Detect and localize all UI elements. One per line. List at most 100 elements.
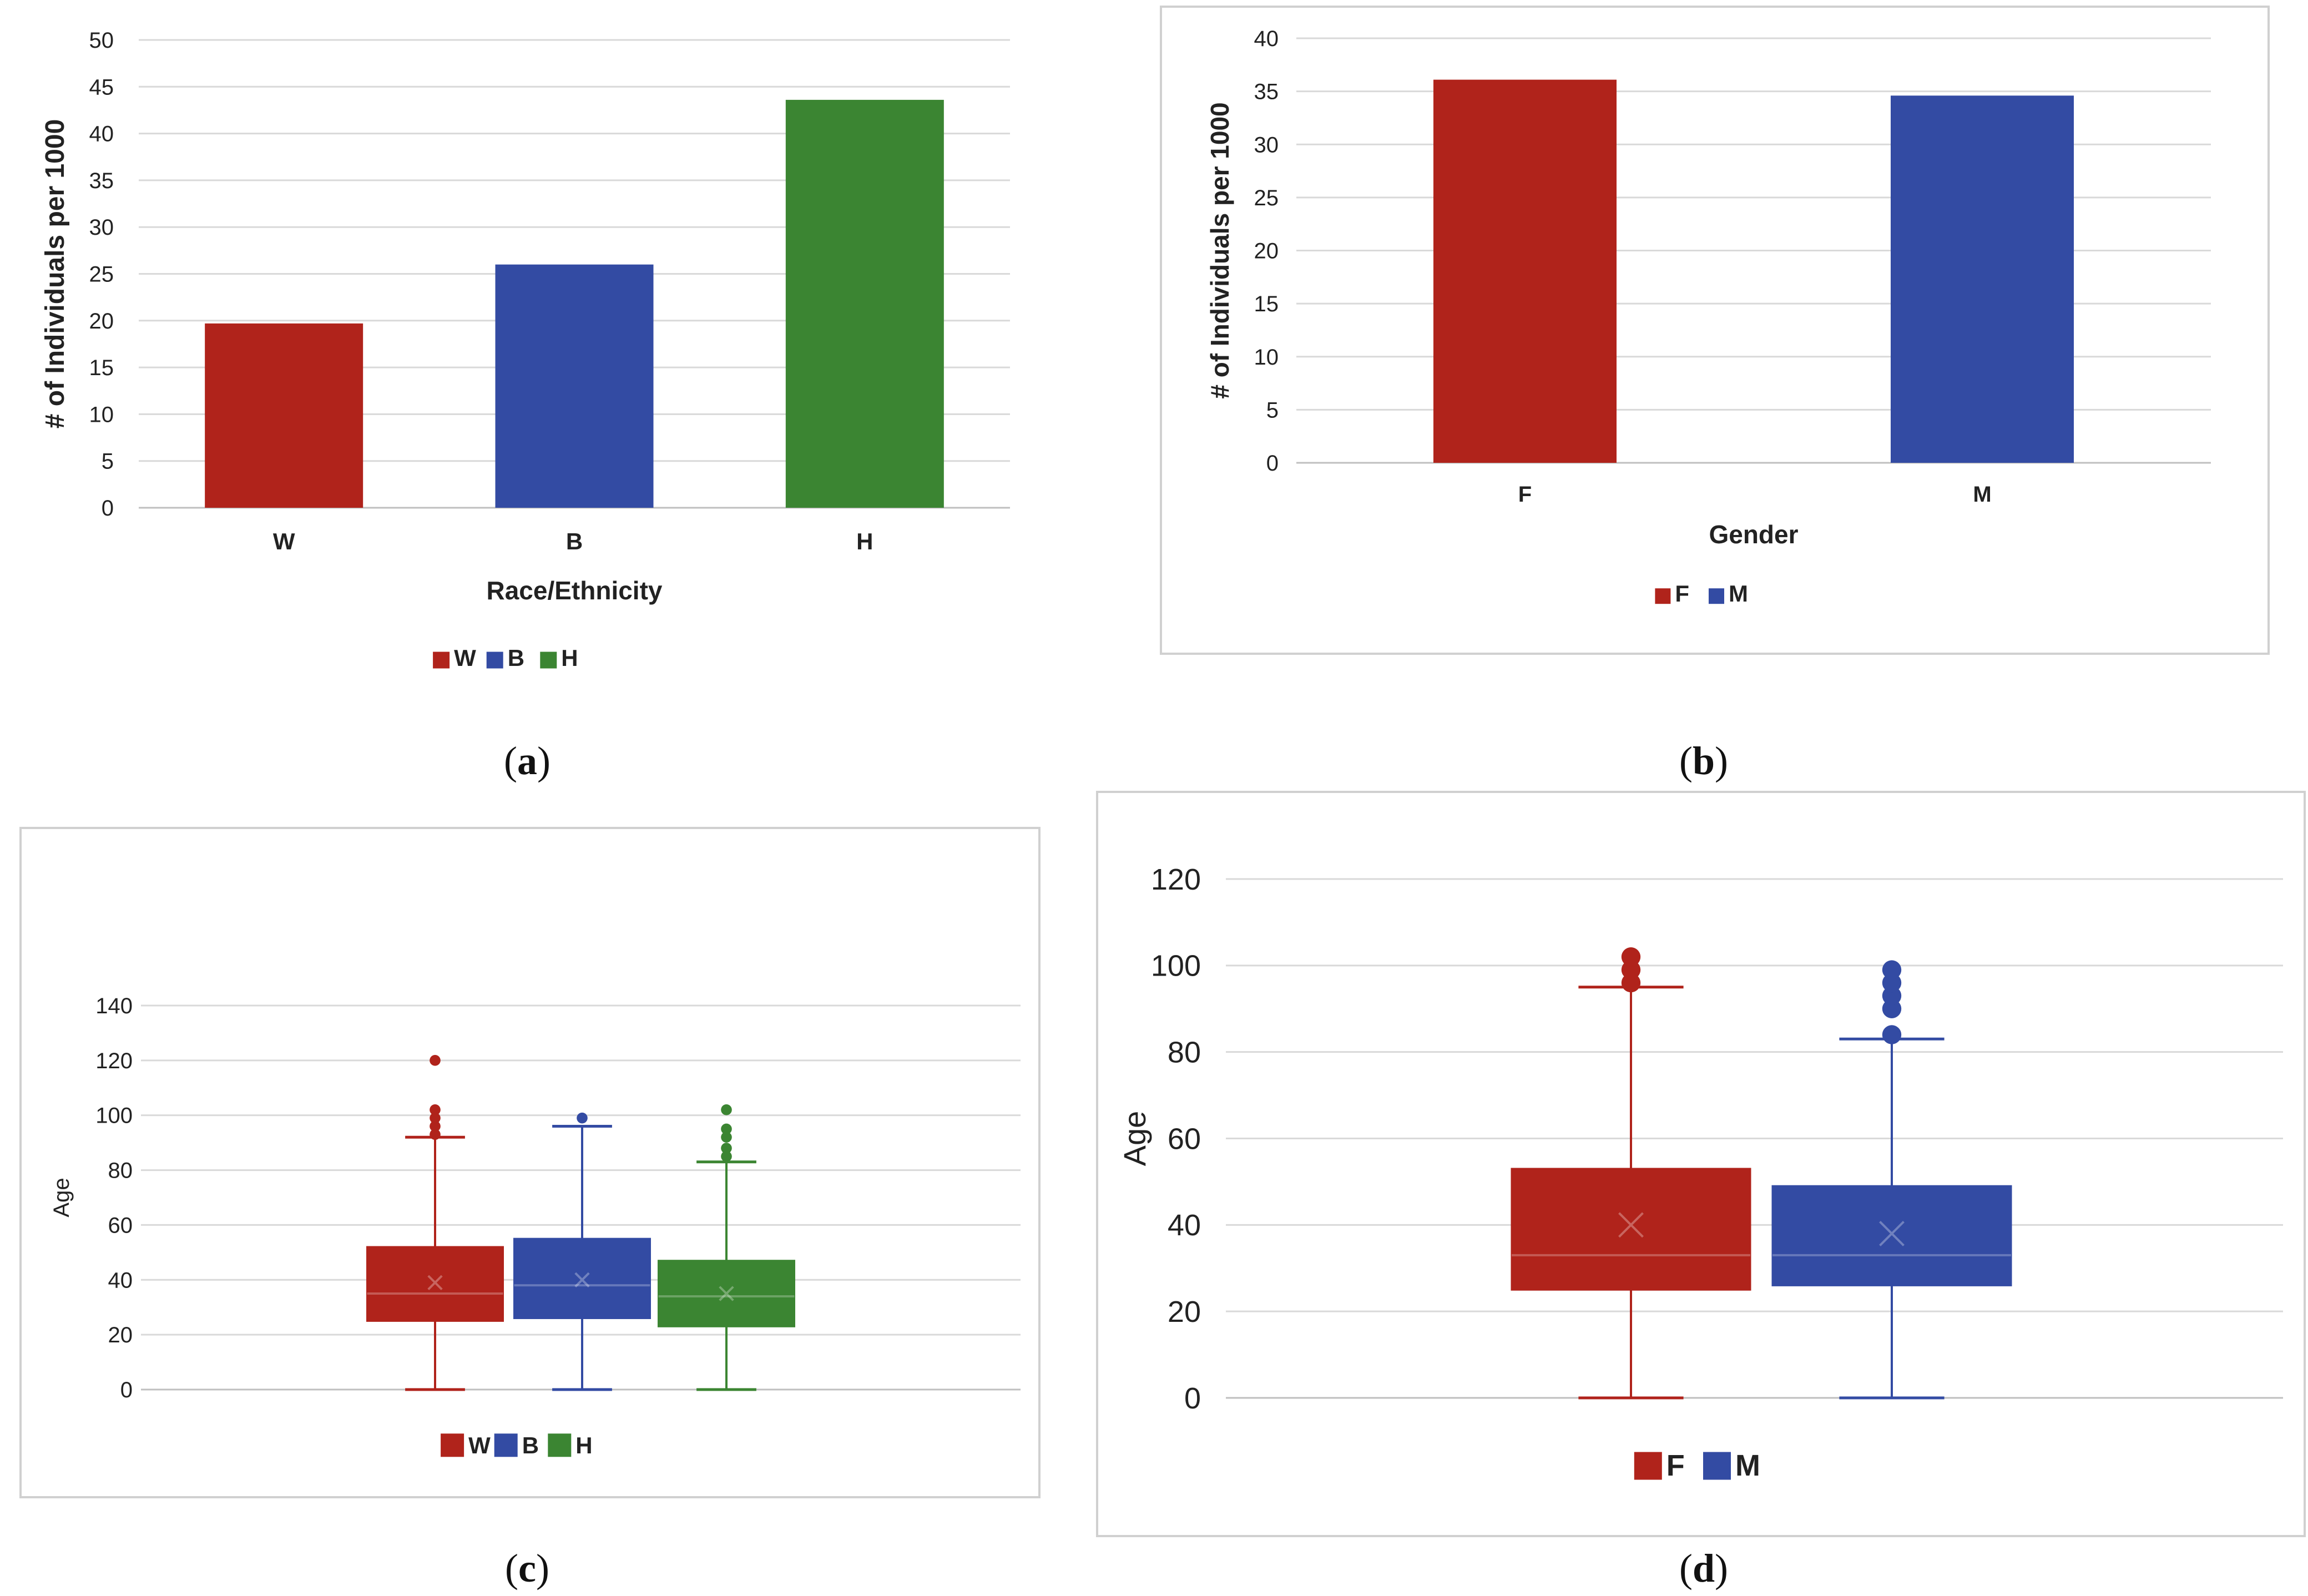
mean-marker-w [427,1275,443,1290]
outlier-point-w [430,1120,441,1132]
legend-swatch-m [1703,1452,1731,1480]
chart-a: 0 5 10 15 20 25 30 35 40 45 50 # of Individuals per… [41,28,1010,671]
y-tick-label: 5 [102,449,114,474]
outlier-point-h [721,1151,732,1162]
outlier-point-w [430,1112,441,1124]
legend-label-h: H [561,645,578,671]
box-f [1511,1168,1751,1291]
legend-label-w: W [454,645,476,671]
caption-d: (d) [1679,1546,1728,1590]
panel-d: 0 20 40 60 80 100 120 Age F M [1096,791,2306,1537]
y-axis-label: # of Individuals per 1000 [1205,102,1234,398]
y-tick-label: 25 [1254,186,1279,210]
legend-label-m: M [1735,1449,1760,1482]
y-tick-label: 60 [108,1213,133,1238]
bar-w [205,323,363,508]
y-tick-label: 35 [1254,80,1279,104]
y-tick-label: 0 [1184,1382,1201,1415]
y-tick-label: 40 [108,1268,133,1292]
chart-c: 0 20 40 60 80 100 120 140 Age W B H [49,994,1021,1458]
legend-label-f: F [1666,1449,1685,1482]
y-tick-label: 10 [89,402,114,427]
y-tick-label: 50 [89,28,114,53]
legend-swatch-f [1634,1452,1662,1480]
y-tick-label: 0 [1266,451,1279,476]
box-b [513,1238,651,1319]
caption-c: (c) [505,1546,549,1590]
y-tick-label: 0 [120,1378,133,1402]
y-axis-label: # of Individuals per 1000 [41,119,70,429]
outlier-point-b [577,1112,588,1124]
caption-b: (b) [1679,739,1728,783]
y-tick-label: 25 [89,262,114,287]
x-axis-label: Race/Ethnicity [487,576,663,605]
y-tick-label: 30 [89,215,114,240]
panel-a: 0 5 10 15 20 25 30 35 40 45 50 # of Individuals per… [0,0,1049,733]
outlier-point-f [1621,947,1641,967]
y-tick-label: 100 [95,1104,133,1128]
x-tick-label: B [566,528,583,554]
bar-h [785,99,944,508]
y-tick-label: 5 [1266,398,1279,422]
y-tick-label: 80 [1168,1036,1201,1069]
x-tick-label: F [1518,482,1532,507]
legend-swatch-h [540,651,557,669]
legend-swatch-h [548,1433,572,1457]
outlier-point-m [1882,1025,1902,1044]
y-tick-label: 40 [89,122,114,147]
y-tick-label: 100 [1151,949,1201,983]
legend-label-m: M [1729,580,1748,607]
box-w [366,1246,504,1322]
chart-d: 0 20 40 60 80 100 120 Age F M [1117,863,2283,1482]
y-tick-label: 40 [1254,27,1279,51]
legend-swatch-f [1655,588,1671,604]
caption-a: (a) [504,739,551,783]
outlier-point-h [721,1132,732,1143]
outlier-point-w [430,1129,441,1140]
legend-label-w: W [468,1432,491,1458]
legend-label-b: B [508,645,524,671]
y-tick-label: 20 [108,1323,133,1347]
mean-marker-b [574,1272,590,1287]
outlier-point-w [430,1055,441,1066]
panel-c: 0 20 40 60 80 100 120 140 Age W B H [19,827,1041,1498]
y-tick-label: 20 [89,309,114,334]
y-axis-label: Age [49,1178,74,1217]
legend-swatch-m [1709,588,1724,604]
x-tick-label: W [273,528,295,554]
y-tick-label: 120 [95,1049,133,1073]
box-m [1771,1185,2012,1286]
outlier-point-h [721,1104,732,1115]
y-tick-label: 15 [1254,292,1279,316]
y-tick-label: 20 [1168,1295,1201,1329]
y-tick-label: 140 [95,994,133,1018]
legend-label-f: F [1675,580,1689,607]
outlier-point-h [721,1143,732,1154]
mean-marker-f [1618,1212,1644,1238]
legend-swatch-w [441,1433,464,1457]
legend-swatch-b [494,1433,518,1457]
bar-b [495,264,654,508]
mean-marker-m [1879,1221,1905,1246]
panel-b: 0 5 10 15 20 25 30 35 40 # of Individuals per 100… [1160,6,2270,655]
chart-b: 0 5 10 15 20 25 30 35 40 # of Individuals per 100… [1205,27,2211,607]
legend-swatch-w [433,651,450,669]
y-tick-label: 20 [1254,239,1279,264]
legend-label-h: H [575,1432,592,1458]
y-tick-label: 60 [1168,1122,1201,1155]
box-h [658,1260,795,1327]
bar-m [1891,95,2074,463]
y-tick-label: 45 [89,75,114,99]
y-tick-label: 30 [1254,133,1279,157]
legend-label-b: B [522,1432,539,1458]
y-tick-label: 40 [1168,1209,1201,1242]
mean-marker-h [719,1286,734,1301]
x-tick-label: M [1973,482,1991,507]
outlier-point-m [1882,960,1902,979]
x-axis-label: Gender [1709,520,1798,549]
y-tick-label: 0 [102,496,114,521]
outlier-point-h [721,1123,732,1135]
bar-f [1433,79,1617,463]
y-tick-label: 10 [1254,345,1279,370]
y-tick-label: 80 [108,1159,133,1183]
